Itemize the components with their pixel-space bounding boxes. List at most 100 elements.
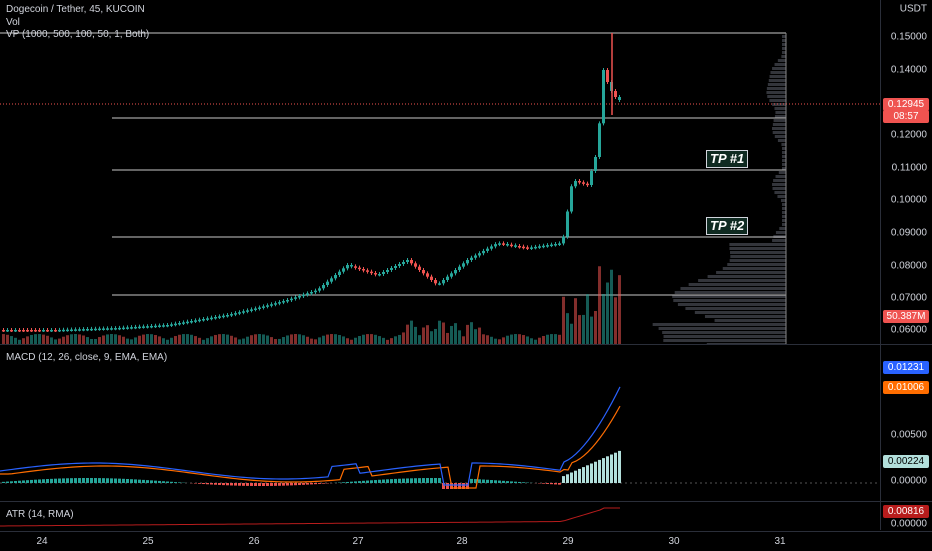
histogram-bar [6, 482, 9, 483]
volume-bar [150, 334, 153, 344]
volume-bar [422, 327, 425, 344]
macd-axis[interactable]: 0.01231 0.01006 0.00500 0.00224 0.00000 [880, 345, 932, 501]
candle [174, 324, 177, 326]
histogram-bar [166, 482, 169, 483]
histogram-bar [430, 478, 433, 483]
histogram-bar [310, 483, 313, 484]
volume-bar [118, 335, 121, 344]
candle [518, 246, 521, 248]
candle [338, 272, 341, 275]
volume-profile-bar [782, 215, 786, 218]
histogram-bar [610, 455, 613, 484]
volume-profile-bar [770, 71, 786, 74]
histogram-bar [70, 478, 73, 483]
price-chart[interactable] [0, 0, 880, 344]
atr-chart[interactable] [0, 502, 880, 530]
candle [546, 245, 549, 247]
candle [582, 182, 585, 184]
candle [258, 307, 261, 309]
volume-bar [414, 327, 417, 344]
candle [562, 237, 565, 244]
volume-profile-bar [782, 151, 786, 154]
histogram-bar [562, 476, 565, 483]
histogram-bar [158, 481, 161, 483]
candle [362, 269, 365, 271]
symbol-title[interactable]: Dogecoin / Tether, 45, KUCOIN [6, 4, 145, 15]
atr-value-tag: 0.00816 [883, 505, 929, 518]
histogram-bar [118, 479, 121, 483]
candle [270, 304, 273, 306]
atr-pane[interactable]: ATR (14, RMA) [0, 502, 880, 530]
candle [66, 330, 69, 332]
volume-bar [450, 326, 453, 344]
histogram-bar [410, 478, 413, 483]
volume-profile-bar [729, 247, 786, 250]
histogram-bar [26, 480, 29, 483]
volume-profile-bar [781, 55, 786, 58]
candle [230, 314, 233, 316]
volume-bar [602, 294, 605, 344]
candle [234, 313, 237, 315]
histogram-bar [222, 483, 225, 485]
candle [294, 297, 297, 299]
histogram-bar [34, 480, 37, 483]
volume-bar [510, 335, 513, 344]
histogram-bar [418, 478, 421, 483]
volume-profile-bar [773, 187, 786, 190]
candle [346, 265, 349, 268]
candle [278, 302, 281, 304]
histogram-bar [282, 483, 285, 486]
volume-bar [26, 336, 29, 344]
volume-profile-bar [781, 143, 786, 146]
candle [570, 186, 573, 211]
volume-bar [430, 331, 433, 344]
candle [558, 243, 561, 245]
histogram-bar [518, 482, 521, 483]
candle [310, 292, 313, 294]
candle [86, 329, 89, 331]
atr-legend[interactable]: ATR (14, RMA) [6, 509, 74, 520]
candle [250, 309, 253, 311]
candle [266, 305, 269, 307]
histogram-bar [126, 479, 129, 483]
volume-profile-legend[interactable]: VP (1000, 500, 100, 50, 1, Both) [6, 29, 149, 40]
price-axis[interactable]: USDT 0.15000 0.14000 0.12000 0.11000 0.1… [880, 0, 932, 344]
histogram-bar [606, 456, 609, 483]
volume-bar [614, 297, 617, 344]
histogram-bar [278, 483, 281, 486]
volume-profile-bar [653, 323, 786, 326]
volume-profile-bar [659, 327, 786, 330]
macd-legend[interactable]: MACD (12, 26, close, 9, EMA, EMA) [6, 352, 167, 363]
histogram-bar [10, 481, 13, 483]
volume-profile-bar [730, 251, 786, 254]
candle [298, 296, 301, 298]
histogram-bar [14, 481, 17, 483]
histogram-bar [566, 474, 569, 483]
candle [386, 270, 389, 272]
atr-axis[interactable]: 0.00816 0.00000 [880, 502, 932, 530]
candle [46, 330, 49, 332]
volume-bar [102, 335, 105, 344]
volume-bar [366, 334, 369, 344]
time-axis[interactable]: 24 25 26 27 28 29 30 31 [0, 531, 932, 551]
price-chart-pane[interactable]: Dogecoin / Tether, 45, KUCOIN Vol VP (10… [0, 0, 880, 344]
date-label: 29 [562, 536, 573, 547]
macd-pane[interactable]: MACD (12, 26, close, 9, EMA, EMA) [0, 345, 880, 501]
candle [138, 327, 141, 329]
volume-profile-bar [662, 331, 786, 334]
candle [474, 255, 477, 257]
candle [286, 300, 289, 302]
histogram-bar [314, 483, 317, 484]
macd-line [0, 387, 620, 485]
volume-bar [138, 336, 141, 344]
histogram-bar [342, 482, 345, 483]
histogram-bar [82, 478, 85, 483]
candle [586, 184, 589, 186]
volume-profile-bar [708, 275, 786, 278]
candle [490, 246, 493, 248]
atr-line [0, 508, 620, 526]
volume-profile-bar [695, 311, 786, 314]
macd-chart[interactable] [0, 345, 880, 501]
volume-legend[interactable]: Vol [6, 17, 20, 28]
date-label: 26 [248, 536, 259, 547]
